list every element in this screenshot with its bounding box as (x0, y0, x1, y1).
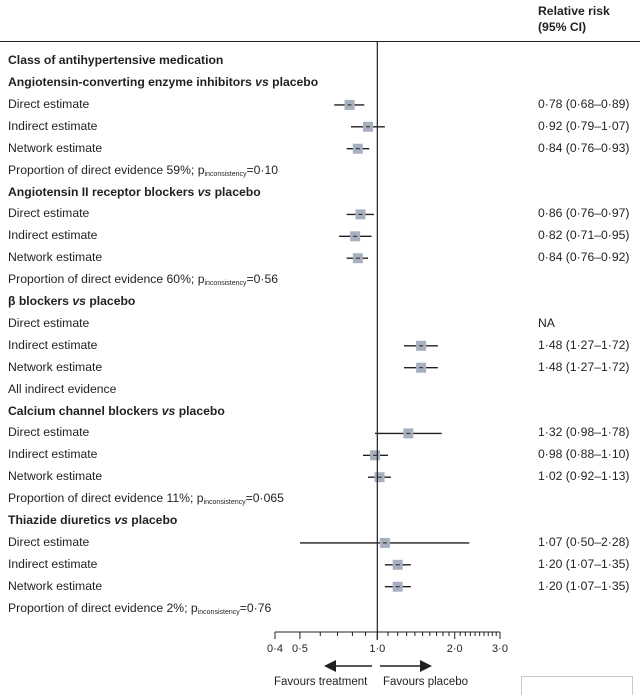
row-label: Network estimate (8, 140, 103, 155)
row-label: Network estimate (8, 359, 103, 374)
group-header: β blockers vs placebo (8, 293, 135, 309)
ci-text: 0·84 (0·76–0·93) (538, 140, 630, 155)
ci-text: NA (538, 315, 555, 330)
group-name: Thiazide diuretics (8, 513, 111, 527)
note-subscript: inconsistency (203, 499, 246, 507)
ci-text: 0·82 (0·71–0·95) (538, 228, 630, 243)
favours-treatment-arrowhead (324, 660, 336, 672)
group-note: Proportion of direct evidence 59%; pinco… (8, 162, 278, 178)
note-text: Proportion of direct evidence 59%; p (8, 162, 205, 177)
row-label: Indirect estimate (8, 337, 98, 352)
ci-text: 0·92 (0·79–1·07) (538, 118, 630, 133)
row-label: Network estimate (8, 578, 103, 593)
row-label: Direct estimate (8, 206, 90, 221)
ci-text: 1·32 (0·98–1·78) (538, 425, 630, 440)
group-comparator: placebo (272, 75, 319, 89)
relative-risk-header-line1: Relative risk (538, 4, 610, 18)
forest-marks (299, 99, 470, 592)
group-comparator: placebo (131, 513, 178, 527)
note-subscript: inconsistency (204, 280, 247, 288)
group-comparator: placebo (89, 294, 136, 308)
group-header: Calcium channel blockers vs placebo (8, 403, 225, 419)
ci-text: 0·84 (0·76–0·92) (538, 250, 630, 265)
note-pvalue: =0·56 (246, 272, 279, 287)
ci-text: 0·78 (0·68–0·89) (538, 96, 630, 111)
group-note: Proportion of direct evidence 60%; pinco… (8, 271, 278, 287)
note-subscript: inconsistency (197, 608, 240, 616)
ci-text: 1·20 (1·07–1·35) (538, 578, 630, 593)
row-label: Direct estimate (8, 315, 90, 330)
row-label: Direct estimate (8, 96, 90, 111)
note-subscript: inconsistency (204, 170, 247, 178)
x-tick-label: 0·4 (267, 643, 283, 655)
note-pvalue: =0·065 (245, 491, 284, 506)
ci-text: 0·86 (0·76–0·97) (538, 206, 630, 221)
row-label: Direct estimate (8, 534, 90, 549)
ci-text: 0·98 (0·88–1·10) (538, 447, 630, 462)
x-tick-label: 0·5 (292, 643, 308, 655)
group-name: β blockers (8, 294, 69, 308)
group-vs: vs (158, 403, 179, 418)
group-note: Proportion of direct evidence 2%; pincon… (8, 600, 271, 616)
ci-text: 1·07 (0·50–2·28) (538, 534, 630, 549)
group-header: Angiotensin-converting enzyme inhibitors… (8, 74, 318, 90)
header-rule (0, 41, 640, 42)
row-label: Indirect estimate (8, 118, 98, 133)
relative-risk-header: Relative risk (95% CI) (538, 3, 610, 35)
favours-placebo-arrowhead (420, 660, 432, 672)
row-label: Indirect estimate (8, 556, 98, 571)
row-label: Network estimate (8, 469, 103, 484)
group-name: Angiotensin II receptor blockers (8, 184, 195, 199)
row-label: Direct estimate (8, 425, 90, 440)
note-text: All indirect evidence (8, 381, 117, 396)
favours-placebo-label: Favours placebo (383, 676, 469, 688)
group-header: Thiazide diuretics vs placebo (8, 512, 177, 528)
favours-treatment-label: Favours treatment (274, 676, 368, 688)
x-tick-label: 2·0 (447, 643, 463, 655)
row-label: Indirect estimate (8, 447, 98, 462)
x-tick-label: 1·0 (369, 643, 385, 655)
ci-text: 1·48 (1·27–1·72) (538, 337, 630, 352)
group-comparator: placebo (214, 184, 261, 199)
group-comparator: placebo (178, 403, 225, 418)
note-pvalue: =0·10 (246, 162, 279, 177)
ci-text: 1·48 (1·27–1·72) (538, 359, 630, 374)
group-name: Calcium channel blockers (8, 403, 159, 418)
x-tick-label: 3·0 (492, 643, 508, 655)
row-label: Indirect estimate (8, 228, 98, 243)
group-note: Proportion of direct evidence 11%; pinco… (8, 490, 284, 506)
chart-title: Class of antihypertensive medication (8, 53, 224, 67)
group-note: All indirect evidence (8, 381, 116, 397)
ci-text: 1·20 (1·07–1·35) (538, 556, 630, 571)
note-pvalue: =0·76 (239, 600, 272, 615)
x-axis: 0·4 0·5 1·0 2·0 3·0 (267, 42, 508, 672)
group-name: Angiotensin-converting enzyme inhibitors (8, 75, 252, 89)
group-header: Angiotensin II receptor blockers vs plac… (8, 184, 261, 200)
group-vs: vs (251, 75, 273, 89)
note-text: Proportion of direct evidence 2%; p (8, 600, 198, 615)
group-vs: vs (68, 294, 90, 308)
ci-text: 1·02 (0·92–1·13) (538, 469, 630, 484)
note-text: Proportion of direct evidence 11%; p (8, 491, 204, 506)
corner-box (521, 676, 633, 695)
note-text: Proportion of direct evidence 60%; p (8, 272, 205, 287)
group-vs: vs (194, 184, 215, 199)
row-label: Network estimate (8, 250, 103, 265)
group-vs: vs (110, 513, 132, 527)
relative-risk-header-line2: (95% CI) (538, 20, 587, 34)
